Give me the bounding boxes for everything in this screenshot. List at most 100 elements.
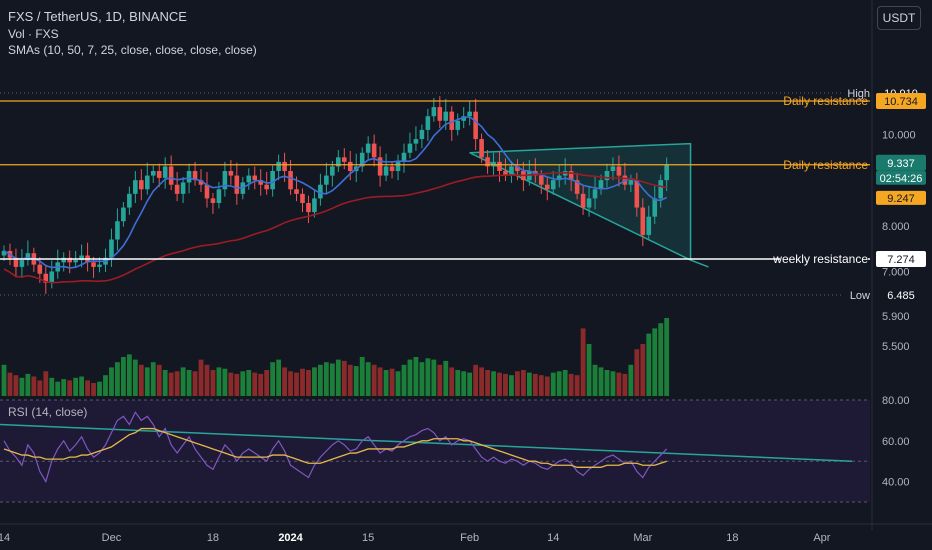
candle-body — [479, 139, 484, 158]
volume-bar — [115, 362, 120, 396]
daily-resistance-label: Daily resistance — [783, 94, 868, 108]
currency-button[interactable]: USDT — [877, 6, 921, 30]
volume-bar — [395, 371, 401, 396]
time-tick-label: 14 — [0, 532, 10, 544]
candle-body — [455, 120, 461, 130]
volume-bar — [586, 344, 592, 396]
candle-body — [509, 166, 514, 176]
volume-bar — [204, 364, 210, 396]
resistance-price-badge: 10.734 — [884, 96, 918, 108]
volume-bar — [306, 370, 311, 396]
volume-bar — [323, 362, 329, 396]
candle-body — [234, 175, 240, 194]
candle-body — [449, 111, 455, 130]
volume-bar — [246, 370, 252, 396]
candle-body — [515, 166, 520, 172]
candle-body — [580, 193, 586, 208]
volume-bar — [622, 373, 628, 396]
candle-body — [37, 264, 43, 274]
candle-body — [431, 107, 437, 117]
volume-bar — [1, 364, 7, 396]
price-tick-label: 10.000 — [882, 129, 916, 141]
time-tick-label: Mar — [633, 532, 652, 544]
candle-body — [13, 257, 19, 267]
resistance-price-badge-bg — [876, 92, 926, 109]
volume-bar — [574, 375, 580, 396]
candle-body — [67, 257, 72, 263]
candle-body — [419, 129, 425, 140]
candle-body — [604, 171, 610, 181]
volume-bar — [264, 370, 270, 396]
candle-body — [198, 180, 204, 185]
candle-body — [437, 107, 443, 121]
volume-bar — [401, 364, 407, 396]
volume-bar — [371, 364, 377, 396]
volume-bar — [526, 372, 532, 396]
candle-body — [616, 166, 622, 176]
low-price-badge: 6.485 — [887, 290, 915, 302]
volume-bar — [216, 367, 222, 396]
candle-body — [300, 193, 305, 203]
volume-bar — [598, 367, 604, 396]
candle-body — [306, 202, 311, 213]
candle-body — [634, 180, 640, 208]
volume-bar — [467, 372, 473, 396]
candle-body — [246, 175, 252, 183]
candle-body — [186, 171, 192, 183]
volume-bar — [664, 318, 670, 396]
candle-body — [276, 161, 281, 172]
volume-bar — [210, 370, 216, 396]
sma-price-badge: 9.247 — [887, 193, 915, 205]
current-price-badge-bg — [876, 154, 926, 171]
volume-bar — [634, 349, 640, 396]
sma-legend: SMAs (10, 50, 7, 25, close, close, close… — [8, 43, 257, 57]
candle-body — [162, 166, 168, 178]
volume-bar — [25, 373, 31, 396]
volume-bar — [13, 375, 19, 396]
volume-bar — [347, 364, 353, 396]
volume-bar — [234, 373, 240, 396]
candle-body — [341, 157, 347, 162]
time-tick-label: 2024 — [278, 532, 303, 544]
candle-body — [109, 239, 114, 258]
candle-body — [79, 255, 84, 261]
volume-bar — [580, 328, 586, 396]
candle-body — [347, 161, 353, 172]
volume-bar — [174, 371, 180, 396]
rsi-tick-label: 40.00 — [882, 477, 910, 489]
volume-bar — [592, 364, 598, 396]
volume-bar — [132, 359, 138, 396]
candle-body — [144, 175, 150, 190]
triangle-extension — [690, 259, 709, 268]
high-label-bg — [844, 84, 874, 101]
chart-title: FXS / TetherUS, 1D, BINANCE — [8, 9, 187, 24]
candle-body — [282, 161, 287, 172]
volume-bar — [520, 370, 526, 396]
countdown-badge-bg — [876, 170, 926, 185]
volume-bar — [138, 364, 144, 396]
candle-body — [539, 175, 544, 185]
candle-body — [258, 180, 264, 185]
candle-body — [49, 271, 55, 283]
candle-body — [324, 175, 329, 185]
rsi-legend: RSI (14, close) — [8, 405, 88, 419]
candle-body — [1, 250, 7, 256]
volume-bar — [616, 372, 622, 396]
candle-body — [383, 166, 389, 176]
candle-body — [646, 216, 652, 235]
volume-bar — [109, 367, 114, 396]
candle-body — [156, 171, 162, 178]
weekly-label-bg — [780, 250, 868, 267]
volume-bar — [282, 367, 287, 396]
volume-bar — [228, 372, 234, 396]
volume-bar — [252, 372, 258, 396]
volume-bar — [103, 375, 108, 396]
volume-bar — [604, 370, 610, 396]
candle-body — [115, 221, 120, 240]
volume-bar — [73, 377, 79, 396]
volume-bar — [61, 379, 67, 396]
candle-body — [365, 143, 371, 153]
candle-body — [497, 161, 502, 172]
volume-bar — [610, 371, 616, 396]
